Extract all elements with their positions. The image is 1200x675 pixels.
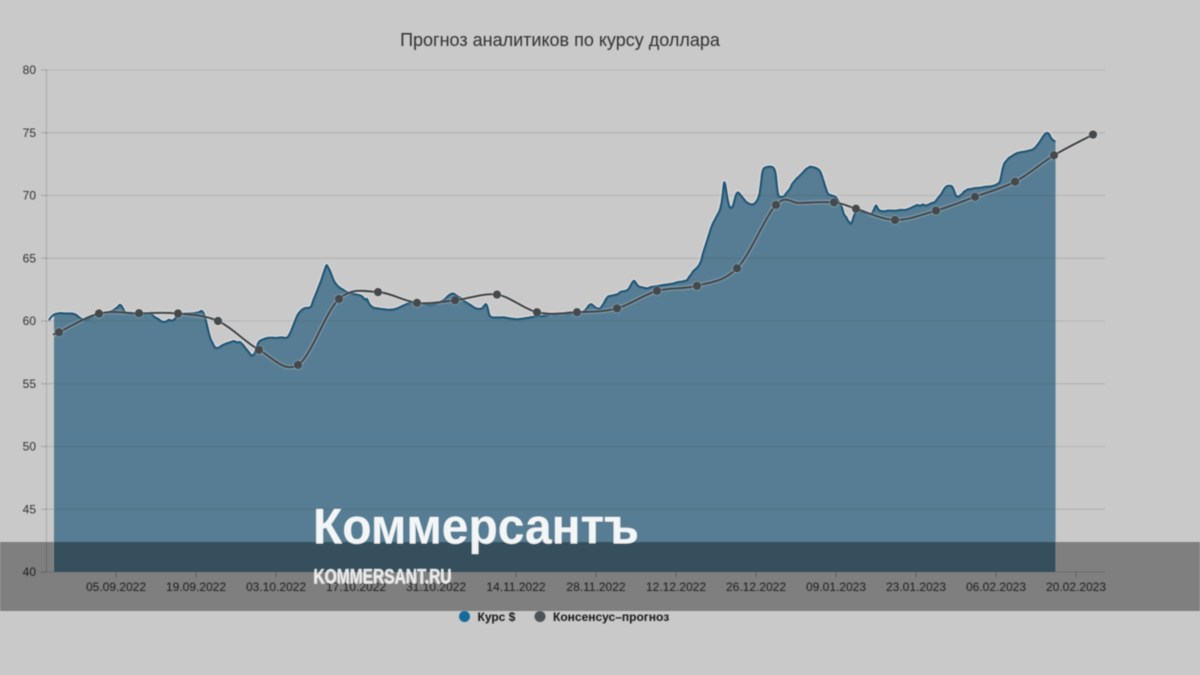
svg-text:Консенсус–прогноз: Консенсус–прогноз <box>553 610 669 624</box>
svg-text:50: 50 <box>23 440 37 454</box>
svg-text:80: 80 <box>23 63 37 77</box>
svg-text:KOMMERSANT.RU: KOMMERSANT.RU <box>314 566 452 589</box>
svg-text:Прогноз аналитиков по курсу до: Прогноз аналитиков по курсу доллара <box>400 30 721 50</box>
svg-text:75: 75 <box>23 126 37 140</box>
svg-text:55: 55 <box>23 377 37 391</box>
svg-text:70: 70 <box>23 189 37 203</box>
svg-text:45: 45 <box>23 503 37 517</box>
svg-text:Курс $: Курс $ <box>478 610 516 624</box>
svg-text:60: 60 <box>23 314 37 328</box>
svg-text:65: 65 <box>23 251 37 265</box>
svg-text:Коммерсантъ: Коммерсантъ <box>313 499 639 555</box>
